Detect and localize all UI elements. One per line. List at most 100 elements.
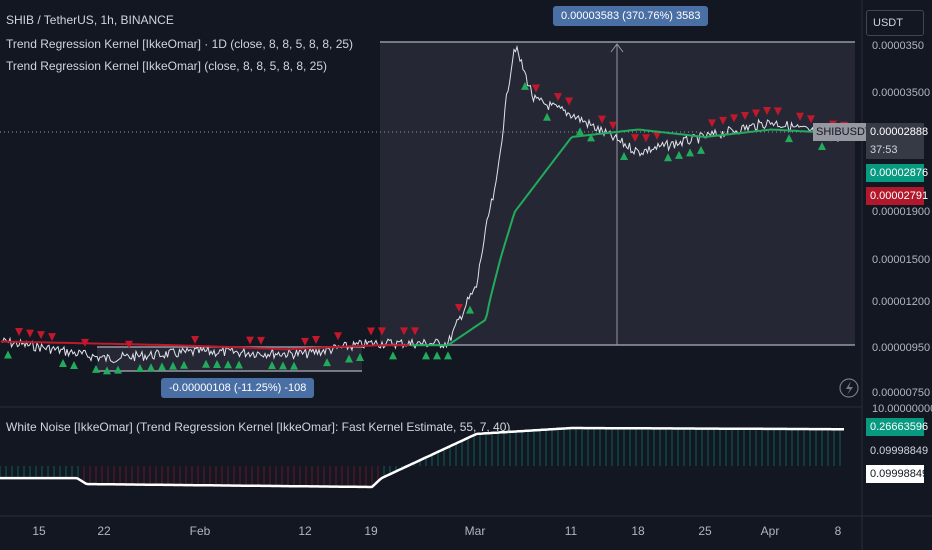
sell-signal-marker: [400, 327, 408, 336]
time-tick: 19: [364, 524, 378, 538]
sell-signal-marker: [26, 329, 34, 338]
sell-signal-marker: [565, 97, 573, 106]
lightning-icon: [839, 378, 859, 398]
currency-label: USDT: [873, 17, 903, 29]
time-tick: 18: [631, 524, 645, 538]
sell-signal-marker: [796, 112, 804, 121]
sell-signal-marker: [609, 121, 617, 130]
sell-signal-marker: [125, 340, 133, 349]
time-tick: 15: [32, 524, 46, 538]
buy-signal-marker: [224, 360, 232, 369]
sell-signal-marker: [257, 336, 265, 345]
buy-signal-marker: [213, 359, 221, 368]
time-tick: 12: [298, 524, 312, 538]
osc-top-tick: 10.00000000: [872, 403, 932, 415]
measure-down-label: -0.00000108 (-11.25%) -108: [161, 378, 315, 398]
chart-title: SHIB / TetherUS, 1h, BINANCE: [6, 13, 174, 27]
sell-signal-marker: [334, 332, 342, 341]
sell-signal-marker: [631, 134, 639, 143]
sell-signal-marker: [301, 337, 309, 346]
sell-signal-marker: [774, 107, 782, 116]
kernel-line-green: [411, 128, 838, 347]
buy-signal-marker: [103, 366, 111, 375]
time-tick: 11: [564, 524, 578, 538]
sell-signal-marker: [37, 331, 45, 340]
currency-button[interactable]: USDT: [866, 10, 924, 36]
osc-value-a: 0.09998849: [866, 442, 928, 460]
buy-signal-marker: [444, 351, 452, 360]
price-tick: 0.00001200: [872, 296, 931, 308]
sell-signal-marker: [752, 109, 760, 118]
buy-signal-marker: [521, 81, 529, 90]
green-kernel-price-tag: 0.00002876: [866, 164, 928, 182]
sell-signal-marker: [730, 114, 738, 123]
sell-signal-marker: [653, 131, 661, 140]
red-kernel-price-tag: 0.00002791: [866, 187, 928, 205]
sell-signal-marker: [378, 327, 386, 336]
sell-signal-marker: [642, 134, 650, 143]
buy-signal-marker: [389, 351, 397, 360]
buy-signal-marker: [422, 351, 430, 360]
buy-signal-marker: [202, 359, 210, 368]
sell-signal-marker: [741, 111, 749, 120]
buy-signal-marker: [664, 153, 672, 162]
price-tick: 0.00001900: [872, 206, 931, 218]
buy-signal-marker: [92, 364, 100, 373]
price-tick: 0.0000350: [872, 40, 924, 52]
buy-signal-marker: [169, 361, 177, 370]
buy-signal-marker: [114, 365, 122, 374]
buy-signal-marker: [345, 354, 353, 363]
indicator-legend-1[interactable]: Trend Regression Kernel [IkkeOmar] · 1D …: [6, 37, 354, 51]
sell-signal-marker: [411, 327, 419, 336]
indicator-legend-2[interactable]: Trend Regression Kernel [IkkeOmar] (clos…: [6, 59, 328, 73]
sell-signal-marker: [708, 119, 716, 128]
symbol-tag: SHIBUSDT: [813, 123, 875, 141]
time-tick: Apr: [760, 524, 780, 538]
price-series-line: [0, 44, 839, 364]
buy-signal-marker: [59, 359, 67, 368]
time-tick: 22: [97, 524, 111, 538]
price-tick: 0.00001500: [872, 254, 931, 266]
buy-signal-marker: [279, 361, 287, 370]
sell-signal-marker: [191, 336, 199, 345]
buy-signal-marker: [136, 364, 144, 373]
countdown-tag: 37:53: [866, 141, 924, 159]
measure-up-label: 0.00003583 (370.76%) 3583: [553, 6, 709, 26]
buy-signal-marker: [4, 350, 12, 359]
time-tick: 25: [698, 524, 712, 538]
sell-signal-marker: [48, 333, 56, 342]
price-tick: 0.00003500: [872, 87, 931, 99]
price-tick: 0.00000750: [872, 387, 931, 399]
oscillator-line: [0, 426, 844, 489]
sell-signal-marker: [312, 336, 320, 345]
osc-value-current: 0.26663596: [866, 418, 928, 436]
buy-signal-marker: [433, 351, 441, 360]
buy-signal-marker: [235, 360, 243, 369]
oscillator-title[interactable]: White Noise [IkkeOmar] (Trend Regression…: [6, 420, 511, 434]
buy-signal-marker: [70, 360, 78, 369]
buy-signal-marker: [356, 352, 364, 361]
sell-signal-marker: [455, 303, 463, 312]
buy-signal-marker: [158, 362, 166, 371]
last-price-tag: 0.00002888: [866, 123, 928, 141]
buy-signal-marker: [290, 361, 298, 370]
measure-up-arrowhead: [610, 43, 624, 53]
sell-signal-marker: [554, 93, 562, 102]
sell-signal-marker: [15, 328, 23, 337]
buy-signal-marker: [576, 127, 584, 136]
sell-signal-marker: [763, 106, 771, 115]
buy-signal-marker: [180, 360, 188, 369]
sell-signal-marker: [807, 115, 815, 124]
buy-signal-marker: [466, 305, 474, 314]
sell-signal-marker: [598, 115, 606, 124]
sell-signal-marker: [246, 336, 254, 345]
buy-signal-marker: [543, 112, 551, 121]
buy-signal-marker: [785, 134, 793, 143]
sell-signal-marker: [532, 84, 540, 93]
sell-signal-marker: [367, 327, 375, 336]
price-tick: 0.00000950: [872, 342, 931, 354]
buy-signal-marker: [818, 141, 826, 150]
buy-signal-marker: [697, 145, 705, 154]
buy-signal-marker: [686, 148, 694, 157]
